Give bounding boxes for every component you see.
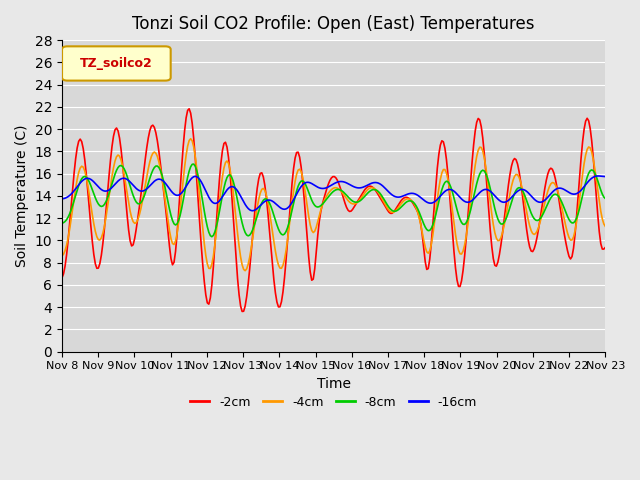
-8cm — [125, 178, 132, 184]
-4cm — [58, 253, 66, 259]
-2cm — [602, 244, 609, 250]
-4cm — [125, 200, 132, 206]
-2cm — [574, 194, 582, 200]
-8cm — [602, 196, 609, 202]
-8cm — [574, 211, 582, 216]
-4cm — [299, 174, 307, 180]
-16cm — [220, 192, 228, 197]
-2cm — [125, 227, 132, 233]
-8cm — [208, 234, 216, 240]
Text: TZ_soilco2: TZ_soilco2 — [80, 57, 153, 70]
-4cm — [250, 225, 258, 230]
-2cm — [241, 303, 249, 309]
-8cm — [299, 178, 307, 184]
-4cm — [602, 224, 609, 229]
-2cm — [238, 309, 246, 314]
Line: -16cm: -16cm — [62, 176, 605, 211]
-16cm — [594, 173, 602, 179]
-16cm — [58, 196, 66, 202]
X-axis label: Time: Time — [317, 377, 351, 391]
Y-axis label: Soil Temperature (C): Soil Temperature (C) — [15, 125, 29, 267]
Title: Tonzi Soil CO2 Profile: Open (East) Temperatures: Tonzi Soil CO2 Profile: Open (East) Temp… — [132, 15, 535, 33]
Line: -2cm: -2cm — [62, 109, 605, 312]
-16cm — [247, 208, 255, 214]
-8cm — [223, 175, 231, 180]
-16cm — [238, 196, 246, 202]
-4cm — [187, 136, 195, 142]
FancyBboxPatch shape — [62, 47, 171, 81]
-16cm — [573, 191, 580, 196]
-2cm — [221, 139, 229, 145]
-8cm — [58, 220, 66, 226]
-16cm — [249, 208, 257, 214]
-8cm — [190, 161, 198, 167]
-2cm — [250, 214, 258, 220]
-4cm — [574, 208, 582, 214]
-2cm — [186, 106, 193, 112]
-2cm — [299, 178, 307, 184]
-4cm — [221, 160, 229, 166]
-8cm — [241, 229, 249, 235]
Legend: -2cm, -4cm, -8cm, -16cm: -2cm, -4cm, -8cm, -16cm — [186, 391, 482, 414]
-4cm — [240, 266, 248, 272]
-2cm — [58, 275, 66, 280]
-16cm — [125, 178, 132, 183]
-16cm — [298, 184, 305, 190]
-4cm — [241, 268, 249, 274]
Line: -4cm: -4cm — [62, 139, 605, 271]
-16cm — [602, 174, 609, 180]
Line: -8cm: -8cm — [62, 164, 605, 237]
-8cm — [250, 223, 258, 228]
